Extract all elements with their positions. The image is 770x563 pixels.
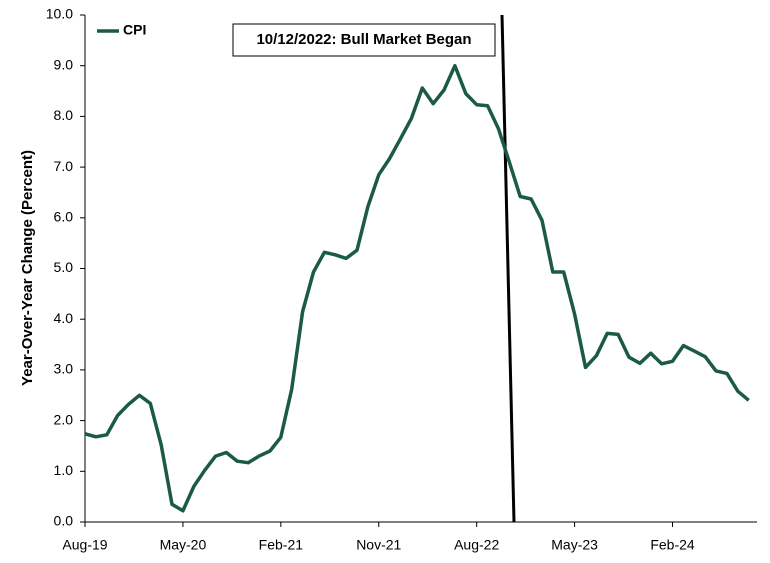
y-axis-label: Year-Over-Year Change (Percent) — [19, 150, 36, 386]
x-tick-label: Feb-21 — [259, 537, 304, 553]
y-tick-label: 4.0 — [54, 310, 74, 326]
legend-label: CPI — [123, 22, 146, 38]
x-tick-label: Nov-21 — [356, 537, 401, 553]
y-tick-label: 3.0 — [54, 361, 74, 377]
x-tick-label: May-23 — [551, 537, 598, 553]
y-tick-label: 7.0 — [54, 158, 74, 174]
annotation: 10/12/2022: Bull Market Began — [256, 31, 471, 48]
y-tick-label: 6.0 — [54, 209, 74, 225]
annotation-box — [232, 23, 496, 57]
cpi-line — [84, 63, 750, 513]
x-tick-label: Aug-22 — [454, 537, 499, 553]
y-tick-label: 9.0 — [54, 56, 74, 72]
y-tick-label: 5.0 — [54, 259, 74, 275]
y-tick-label: 10.0 — [46, 6, 73, 22]
y-tick-label: 2.0 — [54, 411, 74, 427]
y-tick-label: 1.0 — [54, 462, 74, 478]
x-tick-label: May-20 — [160, 537, 207, 553]
x-tick-label: Feb-24 — [650, 537, 695, 553]
y-tick-label: 8.0 — [54, 107, 74, 123]
event-line — [500, 14, 516, 523]
x-tick-label: Aug-19 — [62, 537, 107, 553]
y-tick-label: 0.0 — [54, 513, 74, 529]
